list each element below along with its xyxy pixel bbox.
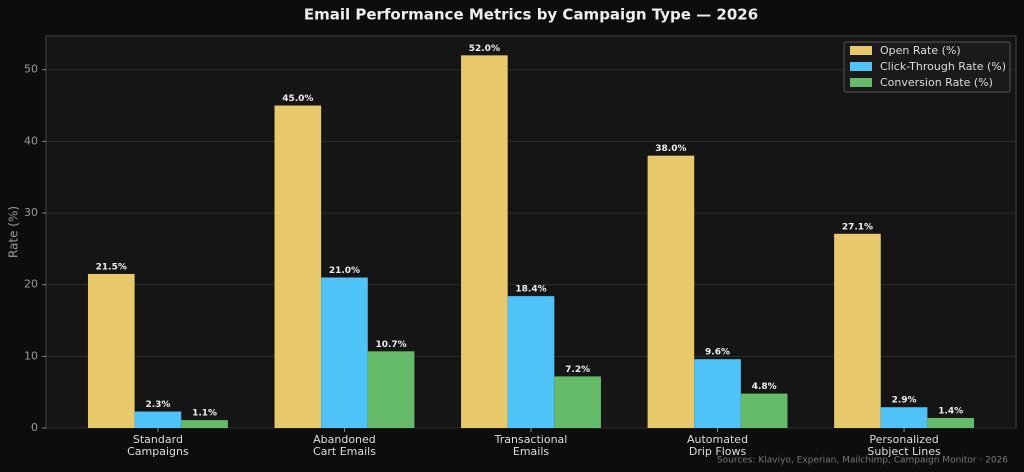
- x-tick-label-line: Drip Flows: [689, 445, 747, 458]
- value-label: 1.1%: [192, 409, 217, 419]
- value-label: 7.2%: [565, 365, 590, 375]
- bar: [461, 55, 508, 428]
- x-tick-label-line: Abandoned: [313, 433, 376, 446]
- bar: [181, 420, 228, 428]
- y-tick-label: 10: [24, 349, 38, 362]
- x-tick-label-line: Cart Emails: [313, 445, 376, 458]
- y-axis-label: Rate (%): [7, 206, 21, 258]
- bar: [694, 359, 741, 428]
- bar: [554, 376, 601, 428]
- value-label: 21.5%: [96, 262, 127, 272]
- x-tick-label: Transactional Emails: [494, 433, 568, 458]
- value-label: 1.4%: [938, 406, 963, 416]
- bar: [880, 407, 928, 428]
- legend-label: Conversion Rate (%): [880, 76, 993, 89]
- value-label: 10.7%: [375, 340, 406, 350]
- y-tick-label: 0: [31, 421, 38, 434]
- value-label: 45.0%: [282, 94, 313, 104]
- value-label: 38.0%: [655, 144, 686, 154]
- bar: [321, 277, 368, 428]
- legend-box: [843, 41, 1011, 93]
- y-tick-label: 50: [24, 63, 38, 76]
- value-label: 52.0%: [469, 44, 500, 54]
- bar: [274, 105, 322, 429]
- legend-label: Open Rate (%): [880, 44, 961, 57]
- legend-swatch: [850, 46, 872, 55]
- bar: [367, 351, 415, 428]
- x-tick-label-line: Automated: [687, 433, 748, 446]
- x-tick-label: Abandoned Cart Emails: [313, 433, 376, 458]
- value-label: 27.1%: [842, 222, 873, 232]
- chart-title: Email Performance Metrics by Campaign Ty…: [304, 6, 758, 24]
- x-tick-label-line: Campaigns: [127, 445, 189, 458]
- source-note: Sources: Klaviyo, Experian, Mailchimp, C…: [717, 456, 1008, 466]
- bar: [507, 296, 555, 428]
- y-tick-label: 20: [24, 278, 38, 291]
- legend-label: Click-Through Rate (%): [880, 60, 1006, 73]
- x-tick-label: Automated Drip Flows: [687, 433, 748, 458]
- x-tick-label-line: Personalized: [869, 433, 938, 446]
- bar: [834, 233, 881, 428]
- value-label: 2.3%: [145, 400, 170, 410]
- y-tick-label: 30: [24, 206, 38, 219]
- x-tick-label: Personalized Subject Lines: [867, 433, 941, 458]
- value-label: 18.4%: [515, 285, 546, 295]
- value-label: 9.6%: [705, 348, 730, 358]
- bar: [927, 417, 975, 428]
- bar: [740, 393, 788, 428]
- value-label: 21.0%: [329, 266, 360, 276]
- x-tick-label-line: Standard: [133, 433, 183, 446]
- bar: [134, 411, 182, 428]
- bar: [87, 273, 135, 428]
- bar: [647, 155, 695, 429]
- x-tick-label-line: Transactional: [494, 433, 568, 446]
- y-tick-label: 40: [24, 134, 38, 147]
- value-label: 2.9%: [892, 396, 917, 406]
- x-tick-label: Standard Campaigns: [127, 433, 189, 458]
- value-label: 4.8%: [752, 382, 777, 392]
- legend-swatch: [850, 62, 872, 71]
- x-tick-label-line: Emails: [513, 445, 550, 458]
- legend-swatch: [850, 78, 872, 87]
- x-tick-label-line: Subject Lines: [867, 445, 941, 458]
